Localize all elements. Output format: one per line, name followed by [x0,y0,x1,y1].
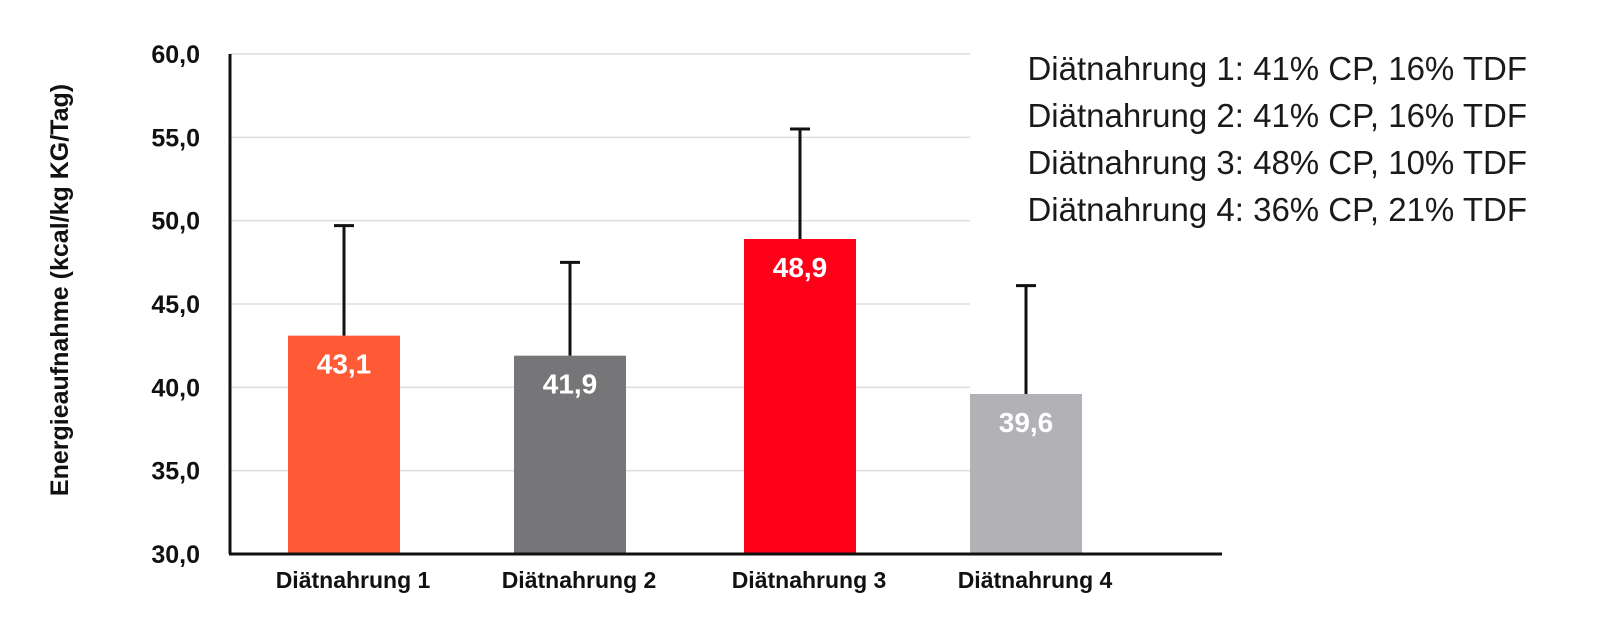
y-axis-label: Energieaufnahme (kcal/kg KG/Tag) [46,84,74,496]
annotation-line: Diätnahrung 4: 36% CP, 21% TDF [1027,191,1527,228]
y-tick-label: 50,0 [151,208,200,236]
error-bars [334,127,1036,394]
annotation-line: Diätnahrung 1: 41% CP, 16% TDF [1027,50,1527,87]
value-label: 48,9 [773,252,828,283]
value-label: 41,9 [543,369,598,400]
annotation-line: Diätnahrung 3: 48% CP, 10% TDF [1027,144,1527,181]
annotations: Diätnahrung 1: 41% CP, 16% TDF Diätnahrun… [1027,50,1527,228]
bar [744,239,856,554]
y-tick-label: 60,0 [151,41,200,69]
bar [970,394,1082,554]
y-tick-label: 55,0 [151,124,200,152]
y-tick-label: 30,0 [151,541,200,569]
x-tick-label: Diätnahrung 3 [732,567,887,593]
x-tick-label: Diätnahrung 2 [502,567,657,593]
y-tick-label: 35,0 [151,458,200,486]
bar [288,335,400,554]
x-tick-label: Diätnahrung 1 [276,567,431,593]
bar [514,355,626,554]
y-tick-label: 40,0 [151,374,200,402]
y-tick-label: 45,0 [151,291,200,319]
y-tick-labels: 30,0 35,0 40,0 45,0 50,0 55,0 60,0 [151,41,200,569]
x-tick-labels: Diätnahrung 1 Diätnahrung 2 Diätnahrung 3 D… [276,567,1113,593]
value-labels: 43,1 41,9 48,9 39,6 [317,252,1054,438]
value-label: 43,1 [317,349,372,380]
annotation-line: Diätnahrung 2: 41% CP, 16% TDF [1027,97,1527,134]
x-tick-label: Diätnahrung 4 [958,567,1113,593]
bars [288,239,1082,554]
value-label: 39,6 [999,407,1054,438]
